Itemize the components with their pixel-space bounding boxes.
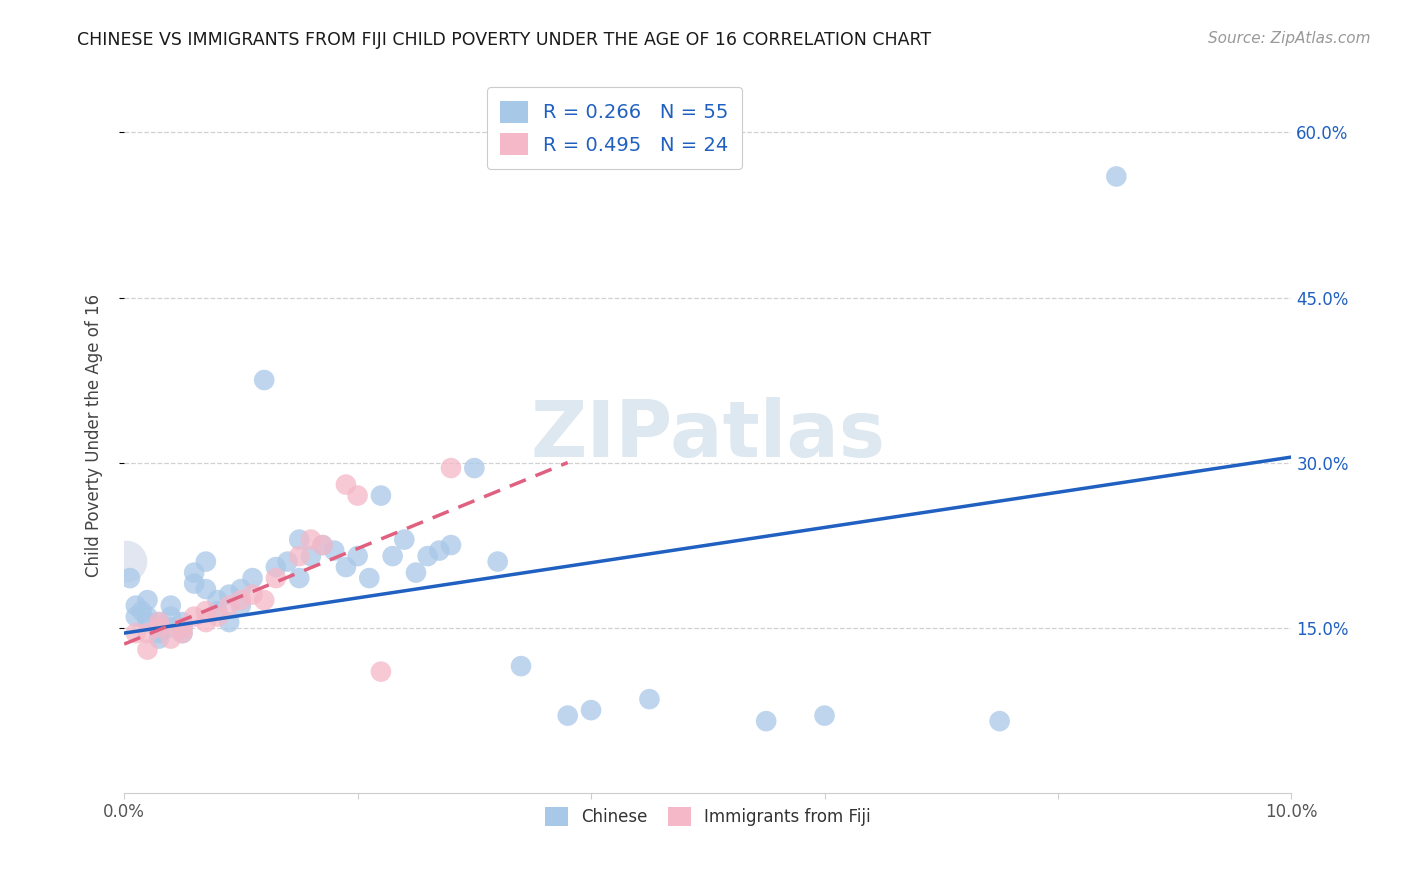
Point	[125, 599, 148, 613]
Point	[136, 642, 159, 657]
Point	[988, 714, 1011, 728]
Point	[370, 489, 392, 503]
Point	[183, 566, 205, 580]
Point	[172, 621, 194, 635]
Point	[207, 593, 229, 607]
Point	[159, 599, 181, 613]
Point	[370, 665, 392, 679]
Point	[229, 582, 252, 596]
Point	[335, 560, 357, 574]
Point	[148, 615, 170, 629]
Point	[172, 626, 194, 640]
Point	[194, 604, 217, 618]
Point	[288, 549, 311, 563]
Point	[335, 477, 357, 491]
Point	[159, 632, 181, 646]
Text: CHINESE VS IMMIGRANTS FROM FIJI CHILD POVERTY UNDER THE AGE OF 16 CORRELATION CH: CHINESE VS IMMIGRANTS FROM FIJI CHILD PO…	[77, 31, 931, 49]
Point	[194, 555, 217, 569]
Point	[299, 549, 322, 563]
Point	[510, 659, 533, 673]
Point	[323, 543, 346, 558]
Point	[131, 604, 153, 618]
Point	[136, 626, 159, 640]
Point	[125, 609, 148, 624]
Point	[242, 571, 264, 585]
Point	[486, 555, 509, 569]
Point	[253, 593, 276, 607]
Point	[299, 533, 322, 547]
Point	[311, 538, 333, 552]
Point	[381, 549, 404, 563]
Point	[440, 461, 463, 475]
Point	[148, 615, 170, 629]
Point	[159, 621, 181, 635]
Point	[1105, 169, 1128, 184]
Text: Source: ZipAtlas.com: Source: ZipAtlas.com	[1208, 31, 1371, 46]
Point	[277, 555, 299, 569]
Point	[194, 615, 217, 629]
Point	[813, 708, 835, 723]
Point	[218, 588, 240, 602]
Point	[194, 582, 217, 596]
Point	[218, 599, 240, 613]
Point	[207, 604, 229, 618]
Point	[311, 538, 333, 552]
Point	[159, 609, 181, 624]
Point	[172, 615, 194, 629]
Point	[579, 703, 602, 717]
Text: ZIPatlas: ZIPatlas	[530, 397, 886, 473]
Point	[557, 708, 579, 723]
Point	[394, 533, 416, 547]
Point	[346, 489, 368, 503]
Point	[264, 571, 287, 585]
Point	[346, 549, 368, 563]
Point	[416, 549, 439, 563]
Point	[288, 533, 311, 547]
Point	[183, 576, 205, 591]
Point	[148, 632, 170, 646]
Point	[264, 560, 287, 574]
Point	[755, 714, 778, 728]
Point	[359, 571, 381, 585]
Point	[405, 566, 427, 580]
Point	[136, 609, 159, 624]
Point	[136, 615, 159, 629]
Point	[427, 543, 450, 558]
Point	[172, 626, 194, 640]
Legend: Chinese, Immigrants from Fiji: Chinese, Immigrants from Fiji	[536, 798, 879, 834]
Point	[118, 571, 141, 585]
Point	[148, 626, 170, 640]
Point	[440, 538, 463, 552]
Point	[207, 609, 229, 624]
Point	[136, 593, 159, 607]
Point	[288, 571, 311, 585]
Point	[125, 626, 148, 640]
Point	[229, 593, 252, 607]
Point	[242, 588, 264, 602]
Point	[253, 373, 276, 387]
Point	[183, 609, 205, 624]
Point	[172, 621, 194, 635]
Y-axis label: Child Poverty Under the Age of 16: Child Poverty Under the Age of 16	[86, 293, 103, 576]
Point	[115, 555, 138, 569]
Point	[463, 461, 485, 475]
Point	[229, 599, 252, 613]
Point	[148, 621, 170, 635]
Point	[638, 692, 661, 706]
Point	[218, 615, 240, 629]
